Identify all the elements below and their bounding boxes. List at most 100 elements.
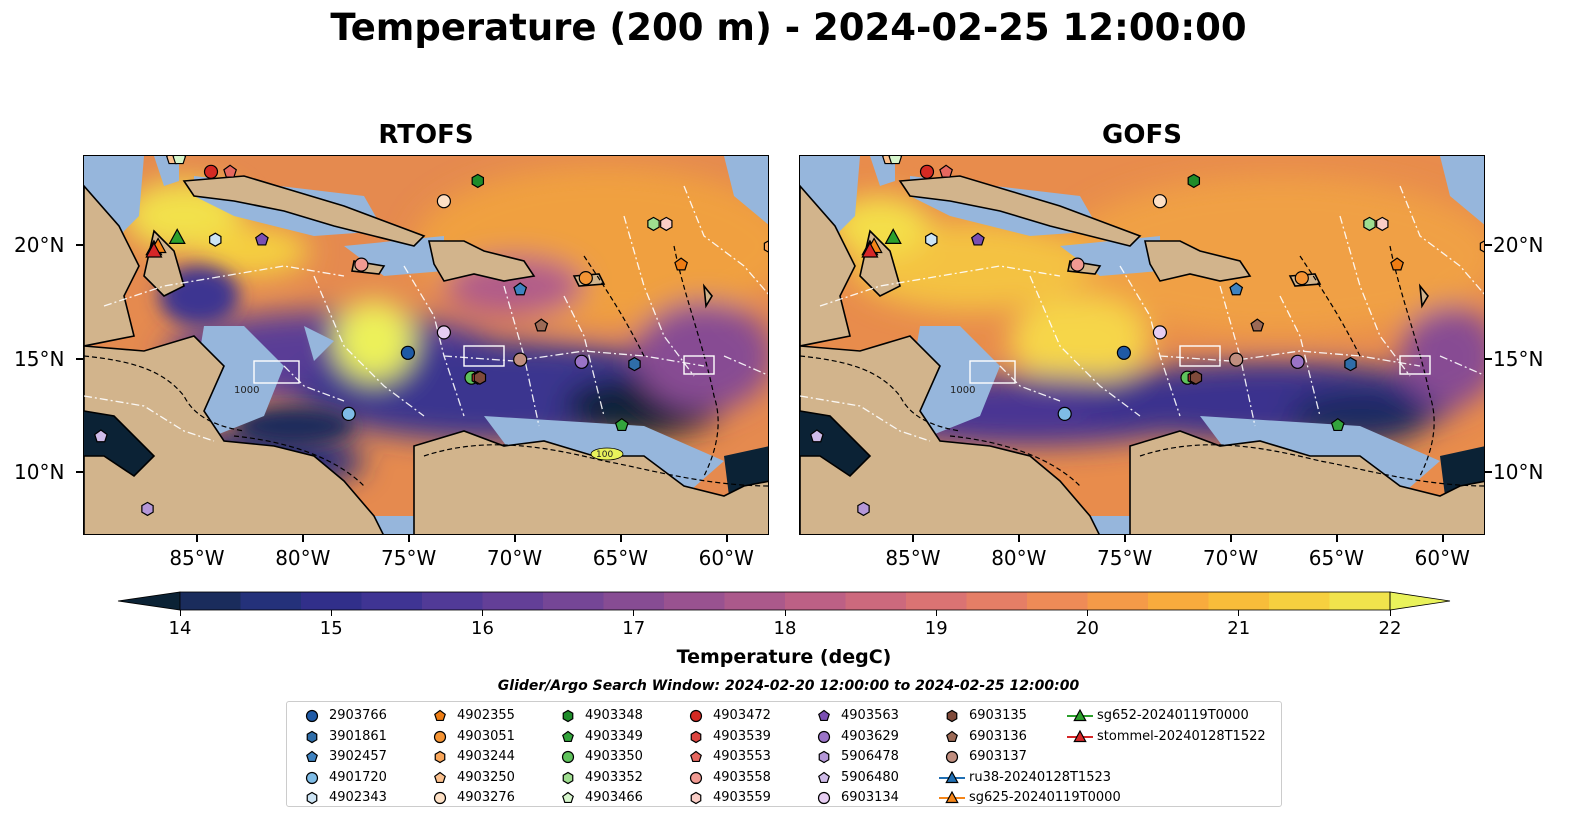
argo-float-marker [919, 164, 935, 179]
lon-tick-mark [725, 535, 728, 542]
argo-float-marker [1344, 356, 1357, 372]
lon-tick-label: 80°W [275, 546, 331, 570]
legend-marker-icon [434, 771, 446, 783]
legend-label: 4903352 [585, 769, 643, 785]
colorbar-tick-mark [1238, 610, 1240, 616]
legend-marker-icon [690, 730, 702, 743]
lon-tick-mark [408, 535, 411, 542]
colorbar-cell [1148, 592, 1210, 610]
argo-float-marker [1479, 240, 1484, 253]
argo-float-marker [534, 318, 549, 332]
lon-tick-mark [1229, 535, 1232, 542]
colorbar-tick-mark [482, 610, 483, 616]
colorbar-extend-min [117, 591, 181, 611]
legend-marker-icon [433, 730, 447, 743]
colorbar-cell [603, 592, 665, 610]
legend-label: 4902355 [457, 708, 515, 723]
lat-tick-label: 10°N [1493, 459, 1544, 484]
legend-marker-icon [817, 730, 831, 743]
argo-float-marker [203, 164, 219, 179]
argo-float-marker [1229, 282, 1244, 296]
legend-marker-icon [939, 770, 965, 783]
gofs-map-panel: 1000 [799, 155, 1485, 535]
legend-marker-icon [305, 709, 319, 723]
argo-float-marker [473, 370, 487, 385]
legend-marker-icon [690, 750, 702, 763]
argo-float-marker [1294, 270, 1309, 286]
rtofs-map-canvas: 1000 100 [84, 156, 768, 534]
eez-boundaries [84, 185, 768, 442]
colorbar-tick-label: 18 [773, 618, 797, 639]
legend-label: 6903135 [969, 708, 1027, 723]
argo-float-marker [1116, 345, 1131, 360]
glider-marker [884, 228, 902, 245]
legend-marker-icon [1067, 708, 1093, 722]
legend-label: 4902343 [329, 790, 387, 805]
legend-marker-icon [818, 709, 830, 722]
lon-tick-mark [513, 535, 516, 542]
lon-tick-label: 65°W [1308, 546, 1365, 570]
contour-label-100: 100 [596, 450, 613, 460]
argo-float-marker [354, 257, 369, 272]
legend-label: 4901720 [329, 769, 387, 785]
colorbar-cell [361, 592, 423, 610]
legend-marker-icon [434, 750, 446, 764]
lon-tick-label: 75°W [1097, 546, 1153, 570]
legend-marker-icon [562, 709, 574, 723]
search-window-label: Glider/Argo Search Window: 2024-02-20 12… [497, 678, 1080, 694]
lat-tick-mark [76, 470, 83, 473]
argo-float-marker [628, 356, 641, 372]
lon-tick-label: 80°W [991, 546, 1047, 570]
legend-marker-icon [306, 791, 318, 805]
lon-tick-label: 65°W [592, 546, 649, 570]
legend: 2903766 3901861 3902457 4901720 4902343 49023… [286, 701, 1282, 807]
colorbar-cell [422, 592, 484, 610]
argo-float-marker [1363, 216, 1376, 232]
argo-float-marker [1152, 325, 1167, 340]
legend-marker-icon [306, 750, 318, 763]
legend-marker-icon [562, 730, 574, 742]
colorbar-tick-mark [1087, 610, 1088, 616]
colorbar-cell [1269, 592, 1331, 610]
lon-tick-label: 85°W [169, 546, 225, 570]
colorbar-extend-max [1389, 591, 1451, 611]
argo-float-marker [674, 257, 688, 271]
colorbar-title: Temperature (degC) [676, 646, 892, 668]
lat-tick-label: 15°N [14, 346, 65, 371]
lon-tick-mark [1018, 535, 1021, 542]
argo-float-marker [939, 164, 953, 178]
colorbar-cell [1329, 592, 1391, 610]
legend-label: 4903250 [457, 769, 515, 785]
legend-label: 4903466 [585, 790, 643, 805]
colorbar-cell [724, 592, 786, 610]
colorbar-cell [301, 592, 363, 610]
colorbar-cell [543, 592, 605, 610]
argo-float-marker [1330, 417, 1345, 432]
colorbar-tick-mark [330, 610, 332, 616]
legend-label: 3901861 [329, 728, 387, 744]
legend-label: 4903348 [585, 708, 643, 723]
legend-label: 4903244 [457, 749, 515, 764]
legend-label: 4903276 [457, 790, 515, 805]
lat-tick-mark [1485, 244, 1492, 247]
argo-float-marker [1152, 194, 1167, 209]
colorbar [117, 591, 1451, 611]
legend-label: 4903349 [585, 728, 643, 744]
argo-float-marker [660, 216, 673, 232]
argo-float-marker [223, 164, 237, 178]
legend-label: 4903472 [713, 708, 771, 723]
map-title-gofs: GOFS [1102, 120, 1182, 150]
map-title-rtofs: RTOFS [378, 120, 474, 150]
colorbar-tick-label: 17 [622, 618, 646, 639]
lon-tick-label: 70°W [1202, 546, 1259, 570]
legend-label: 4903051 [457, 728, 515, 744]
legend-label: sg625-20240119T0000 [969, 790, 1121, 805]
colorbar-tick-label: 15 [319, 618, 343, 639]
legend-marker-icon [562, 791, 574, 804]
legend-label: 4903558 [713, 769, 771, 785]
argo-float-marker [94, 429, 108, 443]
legend-label: 5906480 [841, 769, 899, 785]
glider-marker [861, 241, 879, 258]
legend-marker-icon [689, 771, 703, 784]
legend-marker-icon [946, 709, 958, 723]
